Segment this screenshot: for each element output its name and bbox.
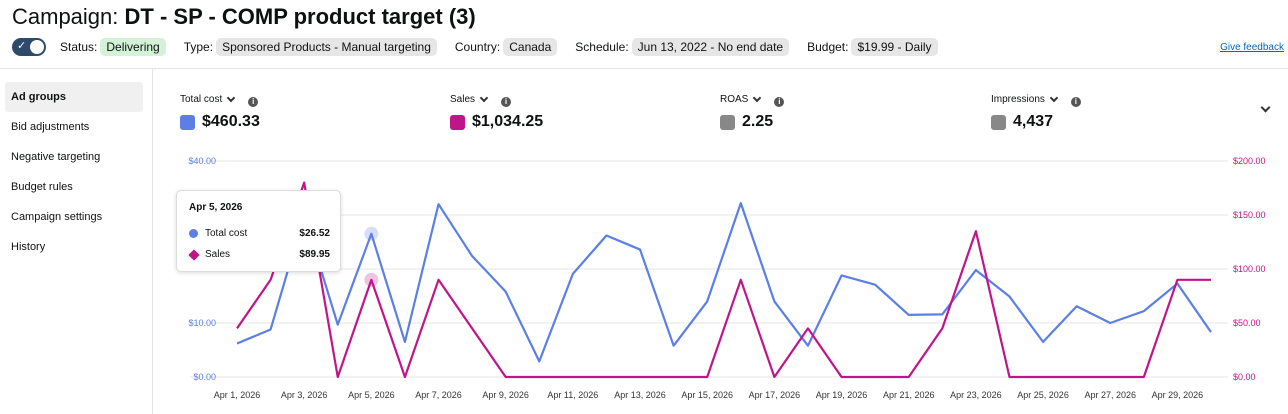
campaign-name: DT - SP - COMP product target (3) — [124, 4, 476, 29]
info-icon[interactable]: i — [248, 97, 259, 107]
country-badge: Canada — [503, 38, 558, 56]
type-label: Type: — [183, 40, 214, 54]
sidebar-item-ad-groups[interactable]: Ad groups — [5, 82, 143, 112]
tooltip-date: Apr 5, 2026 — [189, 202, 243, 213]
y-right-tick-label: $50.00 — [1233, 318, 1261, 328]
y-left-tick-label: $0.00 — [193, 372, 216, 382]
y-right-tick-label: $200.00 — [1233, 156, 1266, 166]
schedule-label: Schedule: — [575, 40, 629, 54]
info-icon[interactable]: i — [1070, 97, 1081, 107]
x-tick-label: Apr 25, 2026 — [1017, 390, 1069, 400]
x-tick-label: Apr 19, 2026 — [816, 390, 868, 400]
metric-label: Impressions — [991, 93, 1045, 105]
schedule-badge: Jun 13, 2022 - No end date — [631, 38, 790, 56]
budget-badge: $19.99 - Daily — [851, 38, 938, 56]
x-tick-label: Apr 1, 2026 — [214, 390, 261, 400]
y-left-tick-label: $40.00 — [188, 156, 216, 166]
y-right-tick-label: $0.00 — [1233, 372, 1256, 382]
x-tick-label: Apr 29, 2026 — [1152, 390, 1204, 400]
metric-label: Sales — [450, 93, 476, 105]
tooltip-label: Sales — [205, 249, 231, 260]
x-tick-label: Apr 3, 2026 — [281, 390, 328, 400]
status-badge: Delivering — [100, 38, 166, 56]
tooltip-row-total-cost: Total cost $26.52 — [189, 228, 330, 239]
metric-color-swatch[interactable] — [720, 114, 735, 130]
header-divider — [0, 68, 1288, 69]
metric-value: 2.25 — [742, 113, 774, 130]
diamond-marker-icon — [188, 248, 200, 261]
circle-marker-icon — [189, 229, 198, 238]
metric-value: $460.33 — [202, 113, 260, 130]
y-right-tick-label: $150.00 — [1233, 210, 1266, 220]
x-tick-label: Apr 15, 2026 — [681, 390, 733, 400]
title-prefix: Campaign: — [12, 4, 125, 29]
sidebar-item-negative-targeting[interactable]: Negative targeting — [11, 151, 101, 163]
metric-roas: ROAS i 2.25 — [720, 91, 785, 131]
tooltip-row-sales: Sales $89.95 — [188, 248, 330, 261]
highlight-point-total-cost — [364, 226, 379, 241]
tooltip-label: Total cost — [205, 228, 248, 239]
metric-color-swatch[interactable] — [450, 114, 465, 130]
x-tick-label: Apr 27, 2026 — [1084, 390, 1136, 400]
budget-label: Budget: — [807, 40, 849, 54]
metric-impressions-selector[interactable]: Impressions i — [991, 91, 1081, 107]
metric-sales-selector[interactable]: Sales i — [450, 91, 543, 107]
metric-color-swatch[interactable] — [991, 114, 1006, 130]
campaign-sidebar: Ad groups Bid adjustments Negative targe… — [5, 82, 143, 262]
toggle-knob — [30, 40, 44, 54]
y-left-tick-label: $10.00 — [188, 318, 216, 328]
metric-value: $1,034.25 — [472, 113, 544, 130]
type-badge: Sponsored Products - Manual targeting — [216, 38, 437, 56]
check-icon: ✓ — [17, 39, 27, 52]
metric-total-cost-selector[interactable]: Total cost i — [180, 91, 260, 107]
sidebar-item-bid-adjustments[interactable]: Bid adjustments — [11, 121, 90, 133]
metric-value: 4,437 — [1013, 113, 1054, 130]
x-tick-label: Apr 17, 2026 — [749, 390, 801, 400]
metric-total-cost: Total cost i $460.33 — [180, 91, 260, 131]
status-label: Status: — [60, 40, 98, 54]
metric-label: ROAS — [720, 93, 749, 105]
metric-color-swatch[interactable] — [180, 114, 195, 130]
info-icon[interactable]: i — [774, 97, 785, 107]
campaign-title: Campaign: DT - SP - COMP product target … — [12, 4, 476, 30]
highlight-point-sales — [364, 272, 379, 287]
x-tick-label: Apr 9, 2026 — [482, 390, 529, 400]
sidebar-item-history[interactable]: History — [11, 241, 46, 253]
metric-label: Total cost — [180, 93, 223, 105]
campaign-meta-row: ✓ Status: Delivering Type: Sponsored Pro… — [12, 37, 1284, 57]
x-tick-label: Apr 13, 2026 — [614, 390, 666, 400]
info-icon[interactable]: i — [501, 97, 512, 107]
x-tick-label: Apr 11, 2026 — [547, 390, 598, 400]
series-line-total-cost — [236, 202, 1212, 363]
tooltip-value: $26.52 — [299, 228, 330, 239]
sidebar-item-budget-rules[interactable]: Budget rules — [11, 181, 73, 193]
x-tick-label: Apr 7, 2026 — [415, 390, 462, 400]
sidebar-divider — [152, 69, 153, 414]
series-line-sales — [236, 181, 1211, 379]
give-feedback-link[interactable]: Give feedback — [1220, 41, 1284, 53]
sidebar-item-campaign-settings[interactable]: Campaign settings — [11, 211, 103, 223]
metric-sales: Sales i $1,034.25 — [450, 91, 543, 131]
chart-tooltip: Apr 5, 2026 Total cost $26.52 Sales $89.… — [176, 190, 341, 272]
x-tick-label: Apr 5, 2026 — [348, 390, 395, 400]
country-label: Country: — [454, 40, 501, 54]
tooltip-value: $89.95 — [299, 249, 330, 260]
y-right-tick-label: $100.00 — [1233, 264, 1266, 274]
metric-roas-selector[interactable]: ROAS i — [720, 91, 785, 107]
x-tick-label: Apr 23, 2026 — [950, 390, 1002, 400]
metric-impressions: Impressions i 4,437 — [991, 91, 1081, 131]
campaign-status-toggle[interactable]: ✓ — [12, 38, 46, 56]
x-tick-label: Apr 21, 2026 — [883, 390, 935, 400]
